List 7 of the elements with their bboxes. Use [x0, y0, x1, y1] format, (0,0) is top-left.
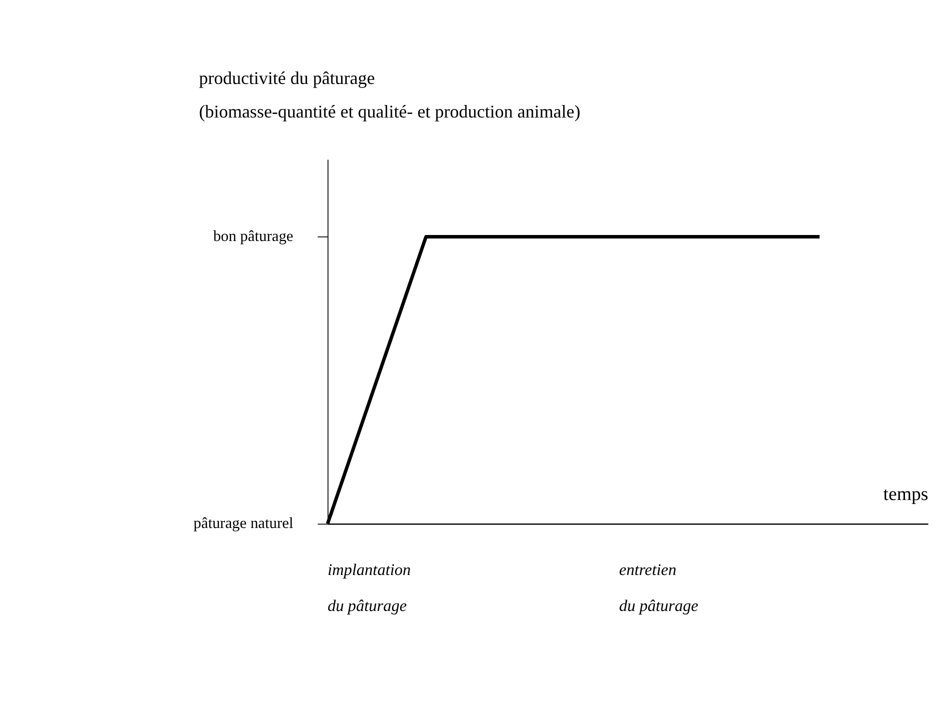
x-axis-title: temps — [883, 484, 928, 506]
text: entretien du pâturage — [619, 560, 698, 616]
chart-title: productivité du pâturage — [198, 68, 375, 88]
chart-subtitle: (biomasse-quantité et qualité- et production animale) — [198, 101, 580, 122]
text: implantation du pâturage — [328, 560, 411, 616]
text: pâturage naturel — [194, 515, 294, 532]
text: bon pâturage — [213, 228, 294, 246]
